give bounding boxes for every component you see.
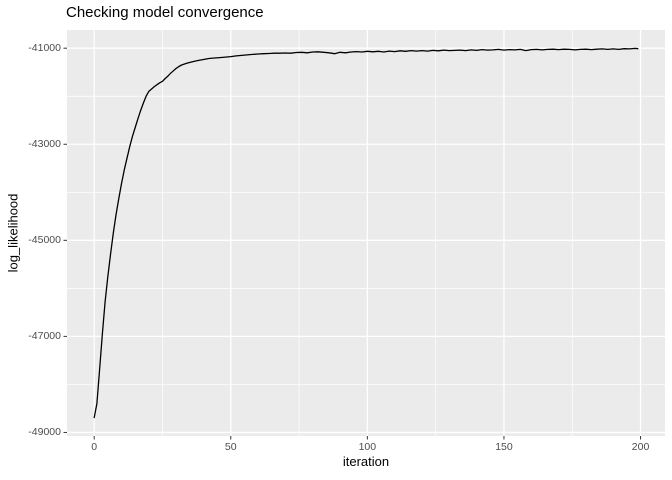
y-tick-label: -43000 xyxy=(28,138,61,151)
chart-title: Checking model convergence xyxy=(66,4,264,21)
x-tick-label: 50 xyxy=(224,441,237,453)
y-axis-title: log_likelihood xyxy=(5,193,21,273)
plot-panel xyxy=(67,30,665,436)
series-line-log_likelihood xyxy=(93,47,639,419)
y-tick-label: -41000 xyxy=(28,42,61,55)
x-tick-label: 150 xyxy=(495,441,513,453)
x-tick-label: 0 xyxy=(91,441,98,453)
y-tick-label: -47000 xyxy=(28,330,61,343)
x-tick-label: 100 xyxy=(358,441,377,453)
y-tick-label: -49000 xyxy=(28,426,61,439)
x-axis-title: iteration xyxy=(342,454,390,469)
x-tick-label: 200 xyxy=(631,441,650,453)
y-tick-label: -45000 xyxy=(28,234,61,247)
